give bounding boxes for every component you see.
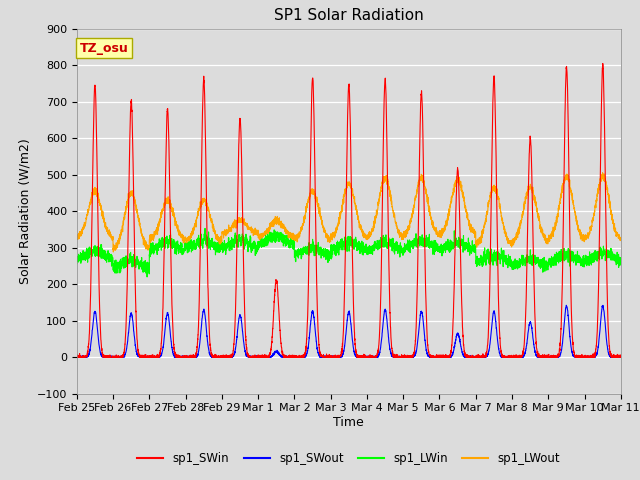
Line: sp1_SWout: sp1_SWout	[77, 305, 621, 357]
sp1_LWout	[109, 249, 117, 255]
Line: sp1_LWout: sp1_LWout	[77, 173, 621, 252]
sp1_LWin	[471, 242, 479, 248]
sp1_SWin	[599, 60, 607, 66]
sp1_SWin	[328, 354, 336, 360]
sp1_SWout	[328, 354, 336, 360]
sp1_SWin	[616, 352, 624, 358]
sp1_LWin	[171, 241, 179, 247]
sp1_SWout	[616, 354, 624, 360]
sp1_SWin	[171, 350, 179, 356]
sp1_LWout	[441, 226, 449, 232]
sp1_LWout	[471, 234, 479, 240]
sp1_SWin	[617, 354, 625, 360]
sp1_SWin	[73, 354, 81, 360]
X-axis label: Time: Time	[333, 416, 364, 429]
sp1_SWout	[73, 354, 81, 360]
sp1_LWin	[73, 261, 81, 266]
Title: SP1 Solar Radiation: SP1 Solar Radiation	[274, 9, 424, 24]
sp1_LWout	[73, 233, 81, 239]
sp1_SWout	[471, 354, 479, 360]
sp1_LWin	[616, 257, 624, 263]
Text: TZ_osu: TZ_osu	[79, 42, 128, 55]
sp1_LWout	[616, 237, 624, 242]
Legend: sp1_SWin, sp1_SWout, sp1_LWin, sp1_LWout: sp1_SWin, sp1_SWout, sp1_LWin, sp1_LWout	[132, 447, 565, 469]
sp1_SWout	[617, 354, 625, 360]
sp1_LWout	[502, 233, 509, 239]
sp1_SWout	[171, 353, 179, 359]
sp1_LWin	[201, 226, 209, 231]
Line: sp1_SWin: sp1_SWin	[77, 63, 621, 357]
Y-axis label: Solar Radiation (W/m2): Solar Radiation (W/m2)	[18, 138, 31, 284]
sp1_LWin	[441, 244, 449, 250]
sp1_SWin	[440, 354, 448, 360]
sp1_LWin	[143, 274, 151, 280]
sp1_SWin	[502, 354, 509, 360]
sp1_LWout	[171, 218, 179, 224]
sp1_LWin	[617, 255, 625, 261]
sp1_SWout	[502, 354, 509, 360]
sp1_LWout	[617, 237, 625, 243]
sp1_SWout	[563, 302, 570, 308]
sp1_LWin	[502, 254, 509, 260]
sp1_LWout	[598, 170, 606, 176]
Line: sp1_LWin: sp1_LWin	[77, 228, 621, 277]
sp1_LWin	[329, 252, 337, 257]
sp1_SWout	[440, 354, 448, 360]
sp1_SWin	[471, 354, 479, 360]
sp1_LWout	[329, 230, 337, 236]
